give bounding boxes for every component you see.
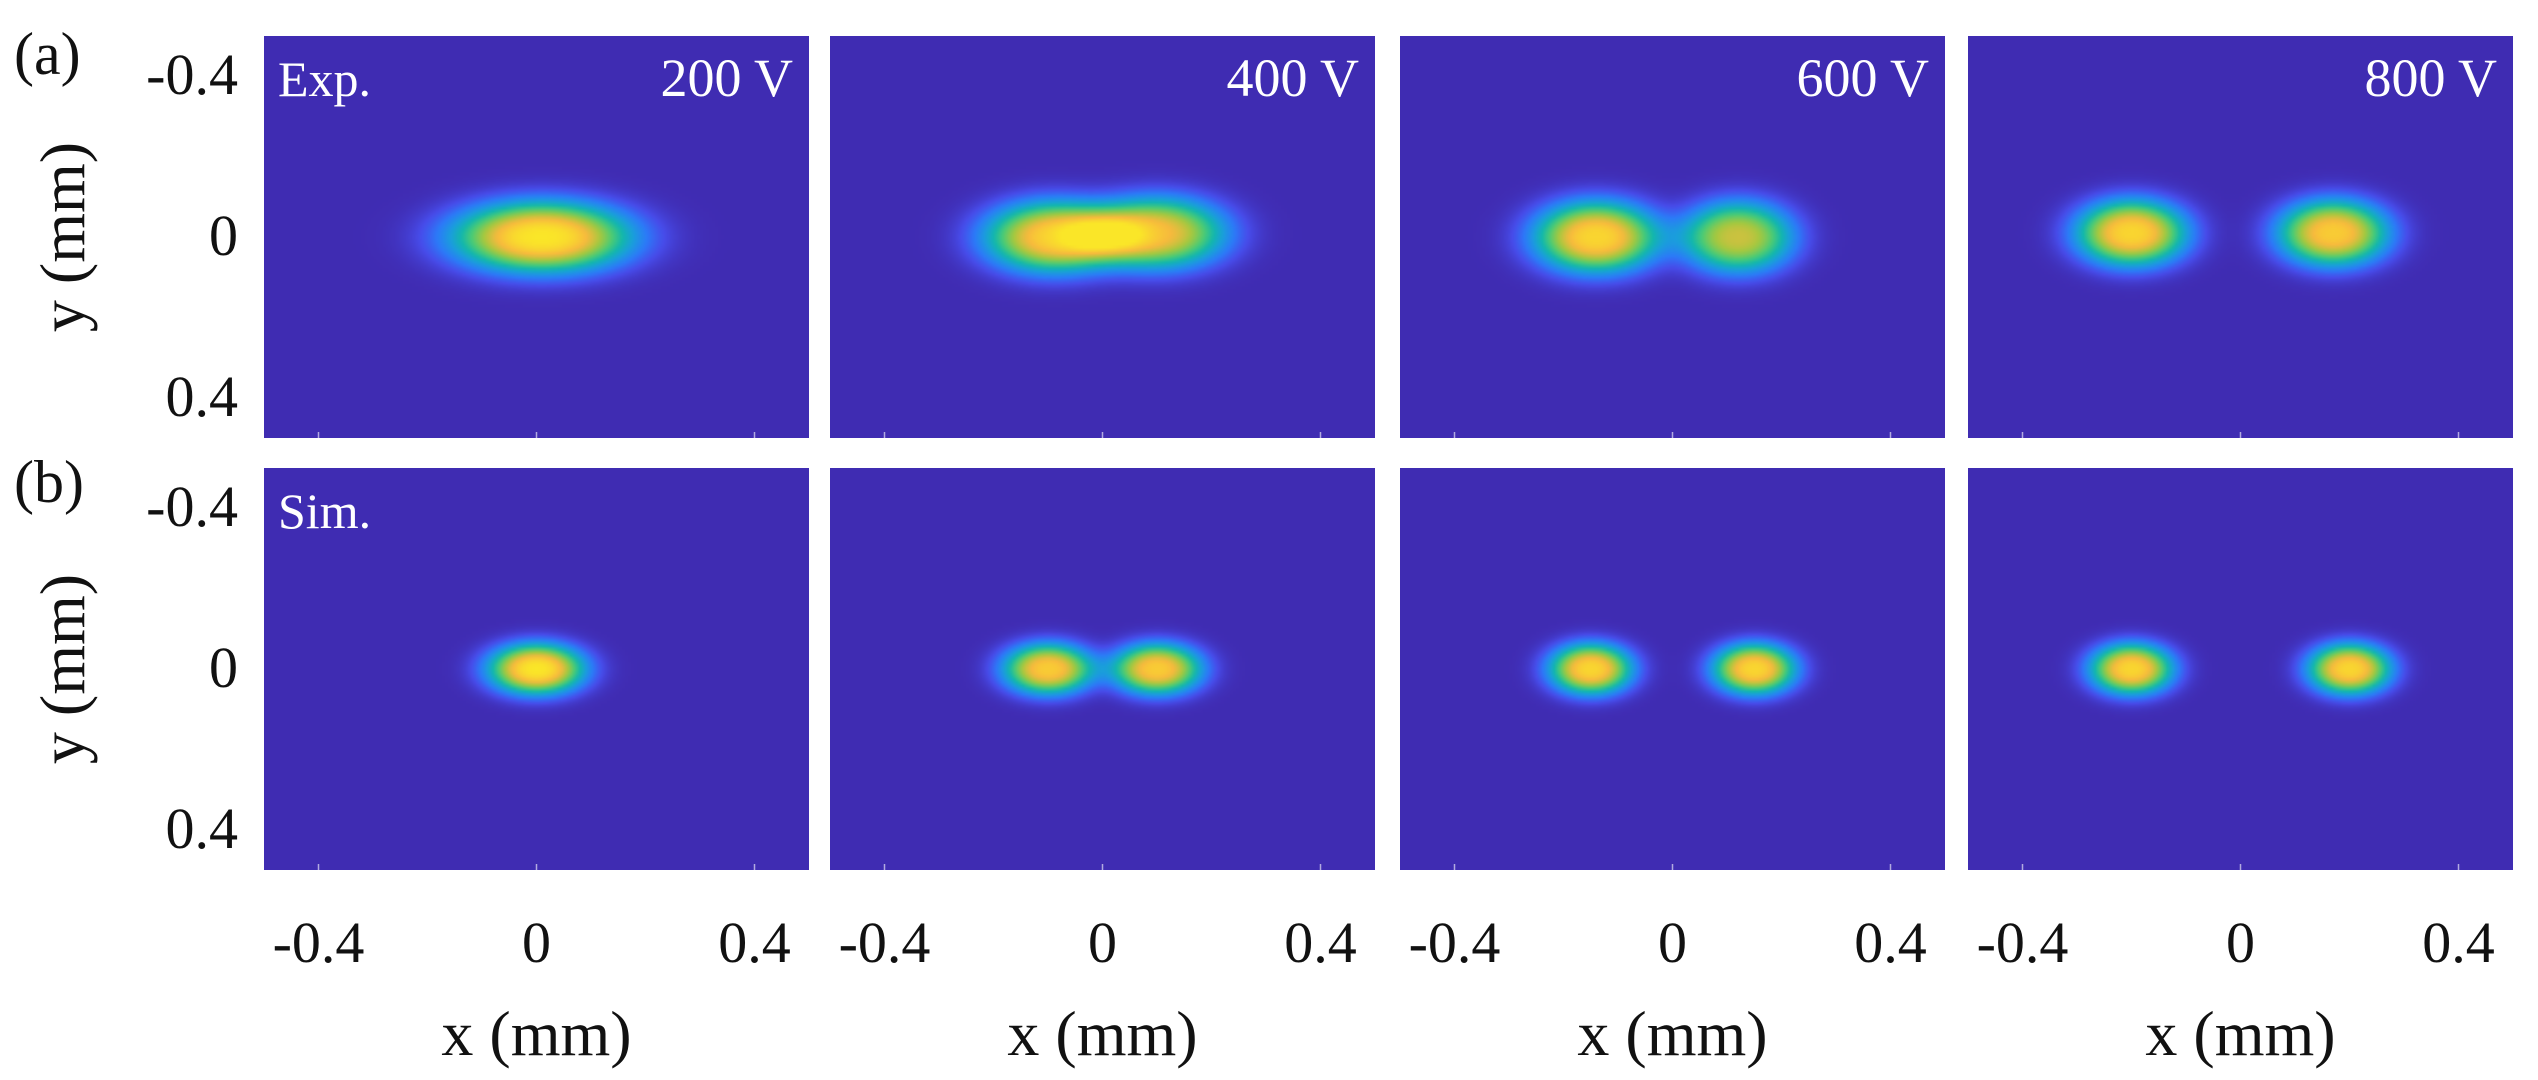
y-tick-label: 0.4 [166,796,239,861]
voltage-label: 200 V [660,48,793,108]
x-tick-label: 0.4 [1854,910,1927,975]
x-tick-label: 0.4 [1284,910,1357,975]
y-axis-label: y (mm) [27,574,98,764]
x-tick-label: 0.4 [718,910,791,975]
row-label-b: (b) [14,449,84,515]
x-axis-label: x (mm) [1007,998,1197,1069]
voltage-label: 400 V [1226,48,1359,108]
heatmap-a-3 [1400,36,1945,438]
heatmap-b-2 [830,468,1375,870]
x-tick-label: 0 [1658,910,1687,975]
x-tick-label: -0.4 [1409,910,1501,975]
y-tick-label: 0 [209,635,238,700]
x-tick-label: -0.4 [839,910,931,975]
voltage-label: 600 V [1796,48,1929,108]
x-tick-label: 0.4 [2422,910,2495,975]
x-tick-label: 0 [2226,910,2255,975]
heatmap-a-4 [1968,36,2513,438]
x-tick-label: 0 [1088,910,1117,975]
y-tick-label: 0 [209,203,238,268]
y-tick-label: 0.4 [166,364,239,429]
x-tick-label: -0.4 [1977,910,2069,975]
y-tick-label: -0.4 [146,42,238,107]
x-axis-label: x (mm) [441,998,631,1069]
x-axis-label: x (mm) [2145,998,2335,1069]
heatmap-b-1 [264,468,809,870]
y-axis-label: y (mm) [27,142,98,332]
row-label-a: (a) [14,21,81,87]
y-tick-label: -0.4 [146,474,238,539]
heatmap-a-2 [830,36,1375,438]
heatmap-b-4 [1968,468,2513,870]
panel-tag: Exp. [278,51,371,107]
x-tick-label: -0.4 [273,910,365,975]
x-tick-label: 0 [522,910,551,975]
heatmap-a-1 [264,36,809,438]
voltage-label: 800 V [2364,48,2497,108]
panel-tag: Sim. [278,483,371,539]
heatmap-b-3 [1400,468,1945,870]
x-axis-label: x (mm) [1577,998,1767,1069]
